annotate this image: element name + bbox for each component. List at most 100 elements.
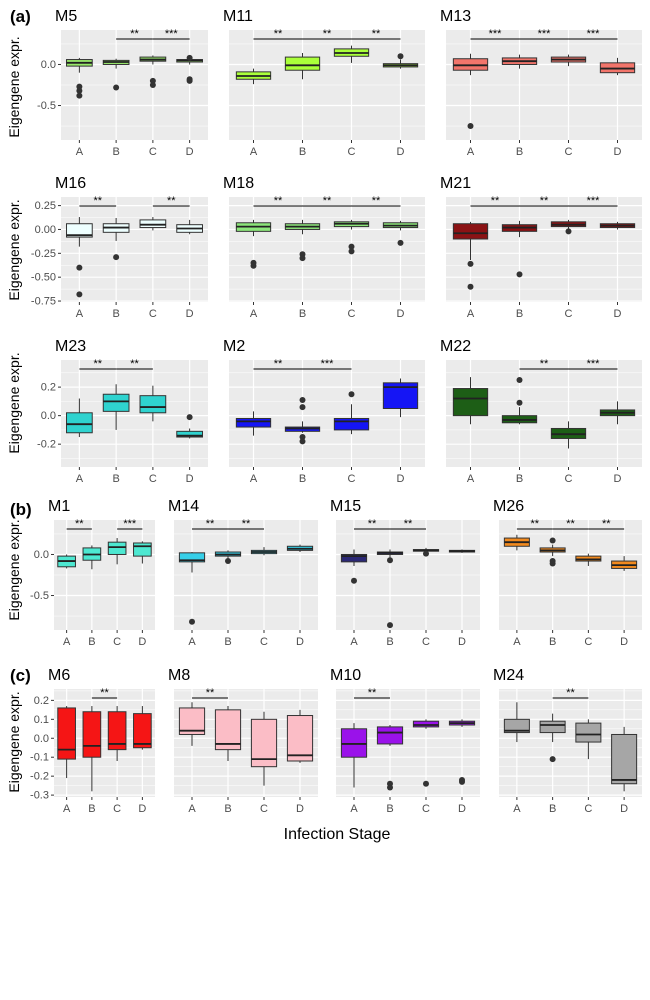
box-iqr: [539, 720, 566, 734]
outlier-point: [186, 414, 193, 421]
x-tick-label: A: [188, 803, 196, 815]
y-tick-label: -0.2: [37, 439, 56, 451]
y-tick-label: 0.0: [41, 59, 56, 71]
x-tick-label: D: [186, 473, 194, 485]
box-c: [550, 421, 587, 449]
box-c: [107, 538, 127, 565]
x-tick-label: B: [299, 146, 306, 158]
x-tick-label: D: [186, 146, 194, 158]
outlier-point: [423, 780, 429, 787]
box-d: [448, 719, 476, 785]
x-tick-label: D: [620, 636, 628, 648]
panel-title: M22: [440, 338, 471, 355]
box-a: [340, 549, 368, 584]
x-tick-label: C: [565, 308, 573, 320]
box-d: [176, 54, 203, 84]
panel-title: M21: [440, 175, 471, 192]
x-tick-label: A: [513, 636, 521, 648]
significance-label: ***: [489, 28, 503, 40]
panel-title: M2: [223, 338, 245, 355]
box-b: [214, 706, 242, 761]
box-a: [66, 57, 93, 99]
y-tick-label: 0.2: [34, 695, 49, 707]
panel-background: [229, 197, 425, 302]
outlier-point: [351, 577, 357, 584]
outlier-point: [299, 438, 306, 445]
significance-label: **: [167, 195, 176, 207]
box-b: [501, 54, 538, 69]
panel-title: M14: [168, 498, 199, 515]
x-tick-label: C: [584, 636, 592, 648]
box-a: [66, 398, 93, 438]
y-tick-label: 0.0: [41, 410, 56, 422]
panel-m23: M23 0.2 0.0 -0.2 A B C D ** **: [37, 338, 208, 485]
outlier-point: [348, 243, 355, 250]
outlier-point: [423, 550, 429, 557]
box-d: [133, 541, 152, 564]
outlier-point: [186, 54, 193, 61]
outlier-point: [516, 399, 523, 406]
outlier-point: [516, 271, 523, 278]
significance-label: **: [602, 518, 611, 530]
x-tick-label: D: [397, 473, 405, 485]
outlier-point: [76, 92, 83, 99]
x-tick-label: C: [422, 636, 430, 648]
box-b: [501, 376, 538, 425]
y-axis-label-row4: Eigengene expr.: [6, 519, 22, 620]
x-tick-label: B: [224, 636, 231, 648]
outlier-point: [225, 558, 231, 565]
outlier-point: [299, 434, 306, 441]
significance-label: **: [75, 518, 84, 530]
y-axis-label-row1: Eigengene expr.: [6, 36, 22, 137]
x-tick-label: A: [467, 473, 475, 485]
section-label-b: (b): [10, 500, 32, 519]
significance-label: **: [93, 358, 102, 370]
significance-label: **: [323, 195, 332, 207]
outlier-point: [467, 283, 474, 290]
panel-title: M6: [48, 667, 70, 684]
box-iqr: [452, 388, 489, 417]
outlier-point: [149, 82, 156, 88]
box-iqr: [333, 417, 370, 431]
significance-label: **: [206, 518, 215, 530]
box-c: [139, 217, 167, 231]
x-tick-label: A: [350, 803, 358, 815]
panel-m5: M50.0-0.5A B C D** ***: [37, 8, 208, 158]
x-tick-label: D: [614, 473, 622, 485]
x-tick-label: D: [186, 308, 194, 320]
y-tick-label: 0.00: [35, 224, 56, 236]
outlier-point: [467, 123, 474, 130]
box-b: [102, 218, 130, 261]
outlier-point: [299, 396, 306, 403]
panel-title: M13: [440, 8, 471, 25]
significance-label: ***: [538, 28, 552, 40]
box-c: [139, 385, 167, 422]
box-iqr: [57, 707, 76, 760]
box-iqr: [235, 417, 272, 428]
box-c: [107, 706, 127, 761]
x-tick-label: C: [584, 803, 592, 815]
x-tick-label: C: [348, 308, 356, 320]
box-a: [235, 219, 272, 269]
box-c: [139, 55, 167, 88]
outlier-point: [387, 622, 393, 629]
outlier-point: [299, 404, 306, 411]
y-axis-label-row3: Eigengene expr.: [6, 352, 22, 453]
box-c: [412, 547, 440, 557]
x-tick-label: A: [250, 146, 258, 158]
box-a: [235, 68, 272, 85]
panel-background: [229, 360, 425, 467]
box-iqr: [66, 412, 93, 434]
box-iqr: [575, 722, 602, 743]
outlier-point: [387, 784, 393, 791]
box-b: [376, 549, 404, 629]
significance-label: **: [566, 687, 575, 699]
box-a: [57, 706, 76, 779]
box-c: [575, 553, 602, 566]
panel-m14: M14 A B C D ** **: [168, 498, 318, 648]
y-tick-label: -0.2: [30, 771, 49, 783]
outlier-point: [76, 83, 83, 90]
x-tick-label: B: [516, 146, 523, 158]
box-a: [66, 217, 93, 298]
outlier-point: [459, 778, 465, 785]
